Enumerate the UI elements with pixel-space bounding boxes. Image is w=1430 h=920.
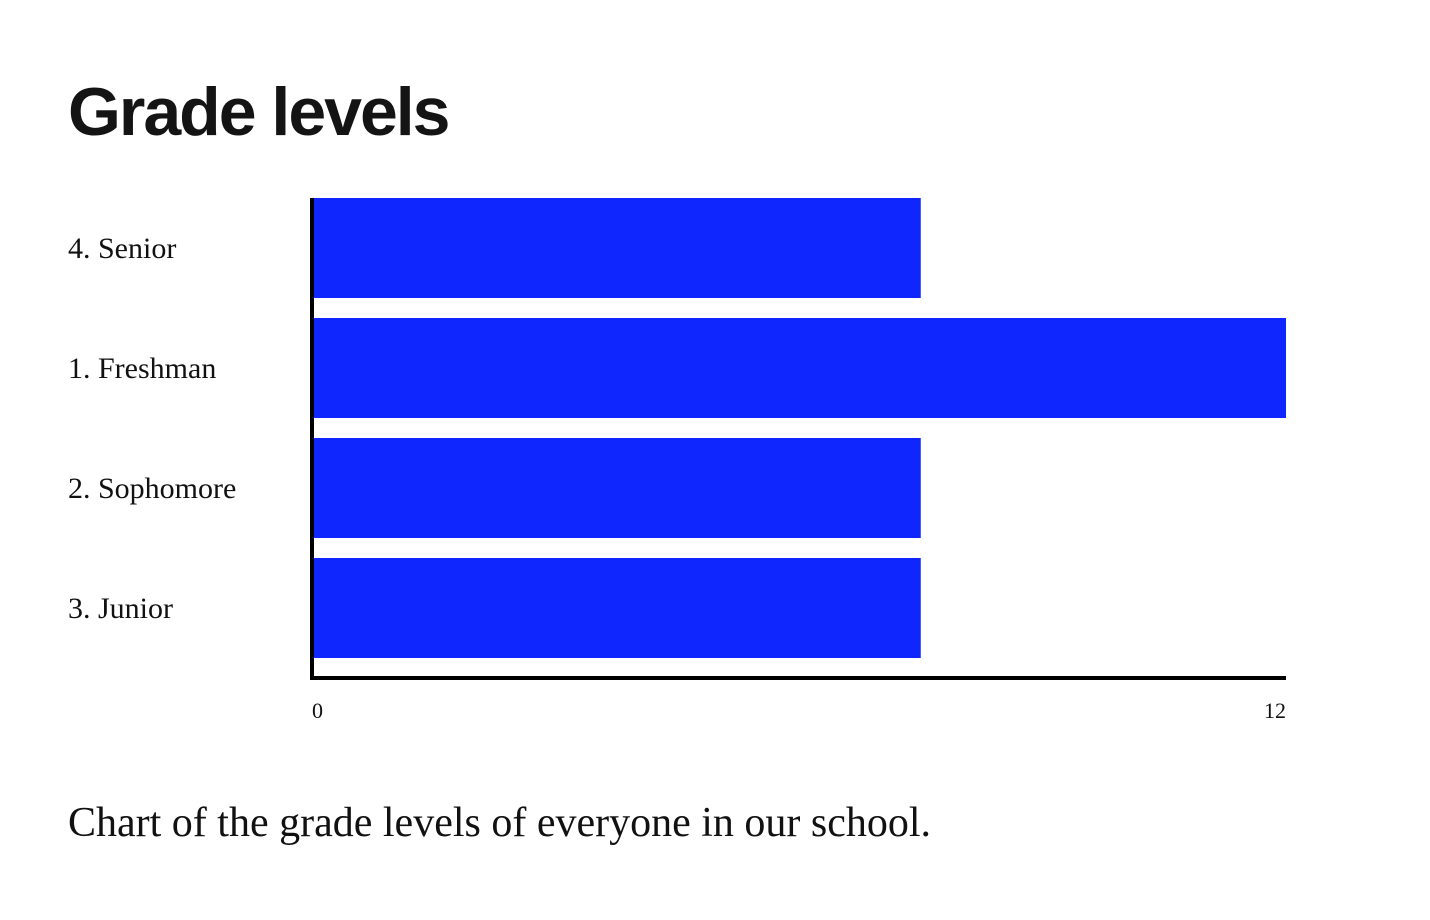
category-label: 2. Sophomore (68, 472, 236, 505)
bar-1 (312, 198, 921, 298)
x-tick-label: 0 (312, 698, 323, 723)
bar-3 (312, 438, 921, 538)
category-label: 1. Freshman (68, 352, 216, 385)
x-tick-label: 12 (1264, 698, 1286, 723)
bar-4 (312, 558, 921, 658)
x-tick-labels: 0 12 (312, 698, 1286, 723)
category-label: 4. Senior (68, 232, 176, 265)
category-label: 3. Junior (68, 592, 173, 625)
category-labels: 4. Senior 1. Freshman 2. Sophomore 3. Junio… (68, 232, 236, 625)
chart-caption: Chart of the grade levels of everyone in… (68, 800, 932, 846)
bar-chart: 4. Senior 1. Freshman 2. Sophomore 3. Junio… (68, 198, 1286, 723)
bar-2 (312, 318, 1286, 418)
bars-group (312, 198, 1286, 658)
chart-title: Grade levels (68, 74, 450, 150)
